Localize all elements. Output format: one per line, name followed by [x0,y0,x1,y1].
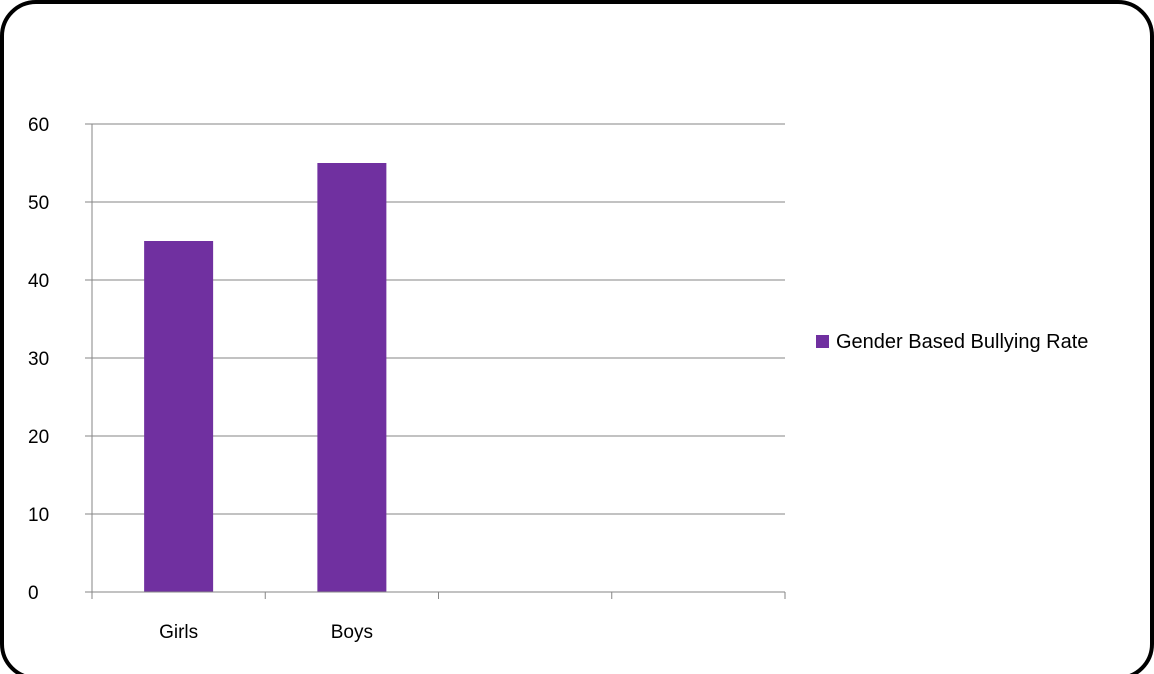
x-tick-label: Girls [159,622,198,643]
bar-girls [144,241,214,592]
bar-boys [317,163,387,592]
legend: Gender Based Bullying Rate [816,331,1088,353]
legend-label: Gender Based Bullying Rate [836,331,1088,353]
y-tick-label: 40 [28,271,49,292]
y-tick-label: 20 [28,427,49,448]
y-tick-label: 0 [28,583,39,604]
bars [144,163,387,592]
y-tick-label: 10 [28,505,49,526]
y-tick-label: 30 [28,349,49,370]
y-tick-label: 50 [28,193,49,214]
x-tick-label: Boys [331,622,373,643]
axes [85,124,786,599]
axis-labels: 0 10 20 30 40 50 60 Girls Boys [28,115,373,643]
y-tick-label: 60 [28,115,49,136]
legend-swatch [816,335,829,348]
